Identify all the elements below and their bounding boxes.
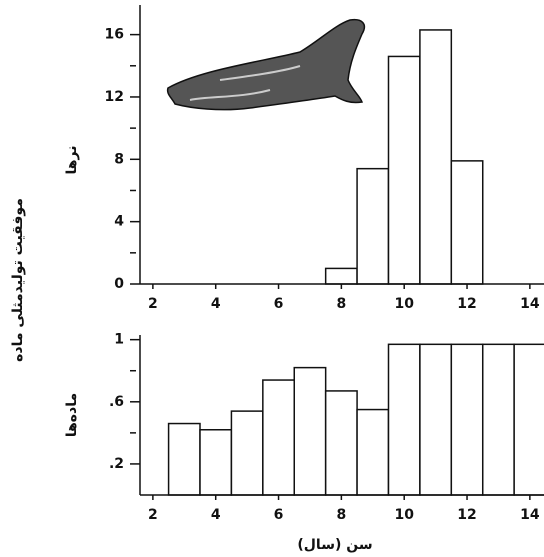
y-tick-label: 12	[105, 89, 124, 105]
y-tick-label: 16	[105, 27, 124, 43]
y-tick-label: 4	[114, 214, 124, 230]
bar	[387, 343, 421, 496]
x-tick-label: 6	[274, 507, 284, 523]
bar	[450, 160, 484, 285]
x-tick-label: 14	[520, 507, 540, 523]
x-tick-label: 10	[394, 296, 414, 312]
x-tick-label: 8	[336, 296, 346, 312]
x-axis-label: سن (سال)	[297, 537, 372, 553]
x-tick-label: 12	[457, 296, 476, 312]
bar	[167, 422, 201, 496]
x-tick-label: 4	[211, 507, 221, 523]
bar	[450, 343, 484, 496]
x-tick-label: 4	[211, 296, 221, 312]
bar	[387, 55, 421, 285]
shared-y-label: موفقیت تولیدمثلی ماده	[10, 198, 26, 362]
bar	[356, 408, 390, 496]
bar	[419, 29, 453, 285]
bar	[199, 429, 233, 496]
x-tick-label: 2	[148, 507, 158, 523]
y-tick-label: 0	[114, 276, 124, 292]
y-tick-label: .6	[109, 394, 124, 410]
y-tick-label: 1	[114, 332, 124, 348]
bar	[324, 390, 358, 496]
bar	[513, 343, 544, 496]
x-tick-label: 14	[520, 296, 540, 312]
x-tick-label: 10	[394, 507, 414, 523]
bar	[419, 343, 453, 496]
y-tick-label: .2	[109, 456, 124, 472]
y-tick-label: 8	[114, 151, 124, 167]
bar	[230, 410, 264, 496]
y-axis-label: ماده‌ها	[64, 393, 80, 437]
x-tick-label: 8	[336, 507, 346, 523]
y-axis-label: نرها	[64, 146, 80, 175]
x-tick-label: 2	[148, 296, 158, 312]
x-tick-label: 12	[457, 507, 476, 523]
seal-illustration	[166, 18, 366, 111]
bar	[293, 366, 327, 496]
x-tick-label: 6	[274, 296, 284, 312]
bar	[324, 267, 358, 285]
bar	[481, 343, 515, 496]
bar	[356, 167, 390, 285]
bar	[262, 379, 295, 496]
